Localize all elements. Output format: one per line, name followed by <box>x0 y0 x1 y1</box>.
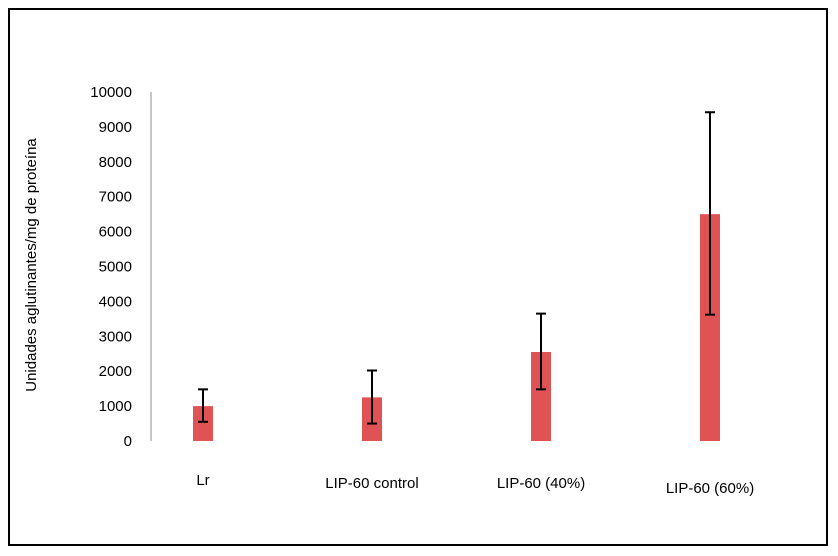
y-tick-label: 6000 <box>99 224 132 241</box>
bar-0 <box>193 406 213 441</box>
error-bars <box>198 111 715 425</box>
bar-2 <box>531 352 551 441</box>
y-axis-title: Unidades aglutinantes/mg de proteína <box>23 138 40 392</box>
y-tick-label: 5000 <box>99 259 132 276</box>
chart-frame: 0 1000 2000 3000 4000 5000 6000 7000 8000 9000 100… <box>8 8 828 546</box>
y-axis-ticks: 0 1000 2000 3000 4000 5000 6000 7000 8000 9000 100… <box>90 84 132 450</box>
y-tick-label: 4000 <box>99 293 132 310</box>
y-tick-label: 7000 <box>99 189 132 206</box>
category-label: LIP-60 control <box>325 475 418 492</box>
category-label: Lr <box>196 472 209 489</box>
y-tick-label: 8000 <box>99 154 132 171</box>
category-labels: Lr LIP-60 control LIP-60 (40%) LIP-60 (60%) <box>196 472 754 497</box>
y-tick-label: 0 <box>124 433 132 450</box>
y-tick-label: 2000 <box>99 363 132 380</box>
y-tick-label: 9000 <box>99 119 132 136</box>
bars <box>193 214 720 441</box>
y-tick-label: 1000 <box>99 398 132 415</box>
bar-3 <box>700 214 720 441</box>
bar-chart: 0 1000 2000 3000 4000 5000 6000 7000 8000 9000 100… <box>23 84 754 497</box>
category-label: LIP-60 (60%) <box>666 480 754 497</box>
y-tick-label: 10000 <box>90 84 132 101</box>
y-tick-label: 3000 <box>99 328 132 345</box>
category-label: LIP-60 (40%) <box>497 475 585 492</box>
